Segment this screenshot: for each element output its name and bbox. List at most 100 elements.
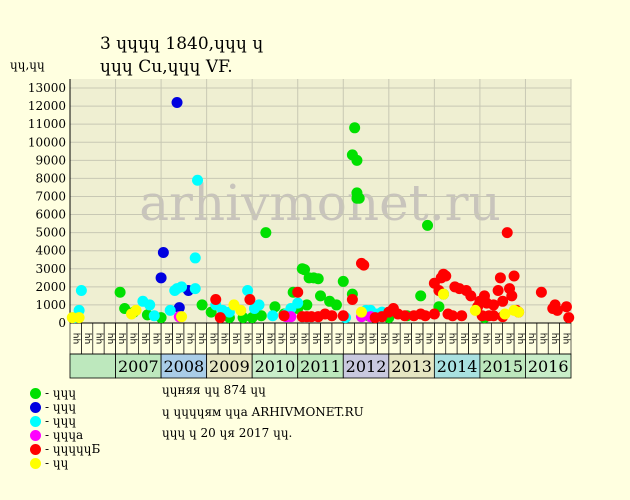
data-point: [114, 286, 126, 298]
data-point: [214, 312, 226, 324]
quarter-label: ɥɥ: [163, 333, 173, 344]
legend-marker: [30, 444, 41, 455]
quarter-label: ɥɥ: [459, 333, 469, 344]
legend-item: - ɥɥɥɥɥБ: [30, 442, 100, 456]
data-point: [242, 284, 254, 296]
quarter-cell: [559, 322, 572, 355]
data-point: [499, 308, 511, 320]
y-tick-label: 3000: [35, 262, 66, 276]
quarter-label: ɥɥ: [356, 333, 366, 344]
quarter-label: ɥɥ: [322, 333, 332, 344]
legend-label: - ɥɥ: [45, 456, 69, 470]
quarter-label: ɥɥ: [83, 333, 93, 344]
data-point: [349, 122, 361, 134]
quarter-label: ɥɥ: [493, 333, 503, 344]
data-point: [337, 275, 349, 287]
quarter-label: ɥɥ: [208, 333, 218, 344]
data-point: [164, 304, 176, 316]
data-point: [551, 304, 563, 316]
legend-label: - ɥɥɥа: [45, 428, 84, 442]
data-point: [176, 311, 188, 323]
y-tick-label: 4000: [35, 244, 66, 258]
data-point: [399, 310, 411, 322]
year-band-cell: [479, 353, 526, 379]
quarter-label: ɥɥ: [254, 333, 264, 344]
quarter-label: ɥɥ: [447, 333, 457, 344]
data-point: [535, 286, 547, 298]
data-point: [301, 299, 313, 311]
year-band-cell: [115, 353, 162, 379]
year-label: 2010: [255, 357, 296, 376]
quarter-label: ɥɥ: [186, 333, 196, 344]
info-source: ɥ ɥɥɥɥям ɥɥа ARHIVMONET.RU: [162, 405, 364, 419]
data-point: [176, 281, 188, 293]
data-point: [355, 306, 367, 318]
data-point: [253, 299, 265, 311]
y-tick-label: 0: [58, 316, 66, 330]
data-point: [501, 227, 513, 239]
year-label: 2012: [346, 357, 387, 376]
data-point: [246, 312, 258, 324]
quarter-label: ɥɥ: [94, 333, 104, 344]
year-label: 2014: [437, 357, 478, 376]
legend-marker: [30, 430, 41, 441]
y-tick-label: 13000: [28, 81, 66, 95]
y-tick-label: 6000: [35, 208, 66, 222]
quarter-label: ɥɥ: [516, 333, 526, 344]
legend-item: - ɥɥɥа: [30, 428, 83, 442]
data-point: [75, 284, 87, 296]
legend-marker: [30, 458, 41, 469]
quarter-label: ɥɥ: [106, 333, 116, 344]
quarter-label: ɥɥ: [482, 333, 492, 344]
data-point: [267, 310, 279, 322]
data-point: [497, 295, 509, 307]
quarter-label: ɥɥ: [151, 333, 161, 344]
data-point: [244, 294, 256, 306]
year-label: 2011: [300, 357, 341, 376]
quarter-label: ɥɥ: [402, 333, 412, 344]
year-label: 2015: [482, 357, 523, 376]
chart-title-line2: ɥɥɥ Cu,ɥɥɥ VF.: [100, 57, 233, 77]
quarter-label: ɥɥ: [413, 333, 423, 344]
data-point: [299, 264, 311, 276]
info-update-date: ɥɥɥ ɥ 20 ɥя 2017 ɥɥ.: [162, 426, 293, 440]
quarter-label: ɥɥ: [311, 333, 321, 344]
data-point: [189, 252, 201, 264]
quarter-label: ɥɥ: [277, 333, 287, 344]
year-band-cell: [69, 353, 116, 379]
data-point: [173, 302, 185, 314]
data-point: [358, 259, 370, 271]
data-point: [171, 96, 183, 108]
year-label: 2009: [209, 357, 250, 376]
year-band-cell: [525, 353, 572, 379]
quarter-label: ɥɥ: [561, 333, 571, 344]
data-point: [346, 294, 358, 306]
data-point: [255, 310, 267, 322]
price-scatter-chart: arhivmonet.ru010002000300040005000600070…: [28, 79, 575, 379]
year-label: 2008: [164, 357, 205, 376]
data-point: [292, 286, 304, 298]
quarter-label: ɥɥ: [550, 333, 560, 344]
data-point: [419, 310, 431, 322]
y-tick-label: 8000: [35, 171, 66, 185]
data-point: [560, 301, 572, 313]
data-point: [456, 310, 468, 322]
quarter-label: ɥɥ: [425, 333, 435, 344]
legend-label: - ɥɥɥ: [45, 386, 77, 400]
year-band-cell: [388, 353, 435, 379]
data-point: [315, 290, 326, 302]
data-point: [437, 288, 449, 300]
quarter-label: ɥɥ: [231, 333, 241, 344]
legend-item: - ɥɥɥ: [30, 386, 76, 400]
data-point: [130, 304, 142, 316]
legend-marker: [30, 416, 41, 427]
data-point: [192, 174, 204, 186]
data-point: [148, 310, 160, 322]
data-point: [469, 304, 481, 316]
quarter-label: ɥɥ: [220, 333, 230, 344]
data-point: [508, 270, 520, 282]
data-point: [157, 247, 169, 259]
data-point: [337, 310, 349, 322]
quarter-label: ɥɥ: [391, 333, 401, 344]
data-point: [492, 284, 504, 296]
